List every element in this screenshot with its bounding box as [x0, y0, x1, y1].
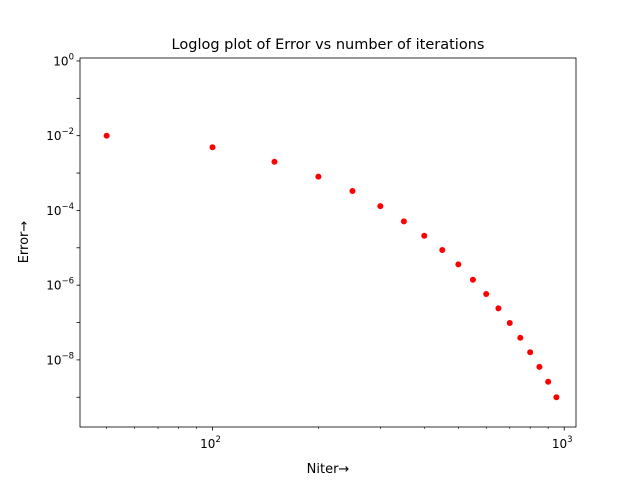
- x-tick-label: 102: [200, 435, 221, 451]
- data-point: [377, 203, 384, 210]
- x-axis: 102 103: [106, 427, 573, 451]
- data-point: [455, 261, 462, 268]
- y-axis: 100 10−2 10−4 10−6 10−8: [46, 52, 80, 398]
- data-point: [315, 173, 322, 180]
- chart-title: Loglog plot of Error vs number of iterat…: [172, 37, 485, 53]
- y-tick-label: 100: [53, 52, 74, 68]
- data-point: [527, 349, 534, 356]
- plot-area: [79, 57, 577, 428]
- axes-frame: [79, 57, 577, 428]
- data-point: [483, 291, 490, 297]
- data-point: [506, 320, 513, 327]
- data-point: [469, 276, 476, 283]
- y-tick-label: 10−8: [46, 351, 74, 367]
- data-point: [400, 218, 407, 225]
- y-axis-label: Error→: [17, 221, 32, 264]
- x-tick-label: 103: [552, 435, 573, 451]
- y-tick-label: 10−2: [46, 127, 74, 143]
- data-point: [536, 363, 543, 370]
- data-point: [103, 132, 110, 139]
- data-point: [349, 188, 356, 195]
- data-point: [271, 158, 278, 165]
- data-point: [495, 305, 502, 312]
- data-point: [439, 247, 446, 254]
- y-tick-label: 10−4: [46, 202, 74, 218]
- data-point: [209, 144, 216, 151]
- data-points: [103, 132, 560, 401]
- x-axis-label: Niter→: [307, 462, 350, 477]
- data-point: [421, 232, 428, 239]
- data-point: [545, 378, 552, 385]
- y-tick-label: 10−6: [46, 277, 74, 293]
- data-point: [553, 394, 560, 401]
- data-point: [517, 334, 524, 341]
